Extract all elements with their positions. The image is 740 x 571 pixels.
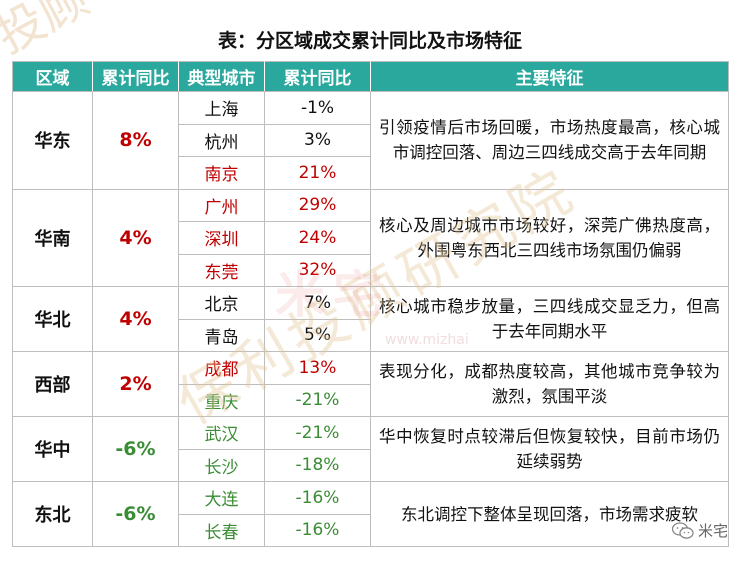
city-yoy: -1% bbox=[264, 91, 370, 124]
city-name: 重庆 bbox=[178, 383, 264, 416]
header-region: 区域 bbox=[12, 61, 92, 91]
city-name: 广州 bbox=[178, 188, 264, 221]
city-yoy: -18% bbox=[264, 448, 370, 481]
region-yoy: -6% bbox=[92, 481, 178, 546]
region-name: 华中 bbox=[12, 416, 92, 481]
region-feature: 东北调控下整体呈现回落，市场需求疲软 bbox=[370, 481, 728, 546]
city-name: 长沙 bbox=[178, 448, 264, 481]
region-yoy: 8% bbox=[92, 91, 178, 189]
city-name: 上海 bbox=[178, 91, 264, 124]
city-yoy: -21% bbox=[264, 383, 370, 416]
region-name: 东北 bbox=[12, 481, 92, 546]
city-yoy: 24% bbox=[264, 221, 370, 254]
region-yoy: 2% bbox=[92, 351, 178, 416]
city-name: 南京 bbox=[178, 156, 264, 189]
header-city: 典型城市 bbox=[178, 61, 264, 91]
city-name: 青岛 bbox=[178, 318, 264, 351]
city-yoy: 29% bbox=[264, 188, 370, 221]
city-yoy: 5% bbox=[264, 318, 370, 351]
header-city-yoy: 累计同比 bbox=[264, 61, 370, 91]
region-feature: 核心城市稳步放量，三四线成交显乏力，但高于去年同期水平 bbox=[370, 286, 728, 351]
city-yoy: -16% bbox=[264, 513, 370, 546]
city-name: 大连 bbox=[178, 481, 264, 514]
city-name: 东莞 bbox=[178, 253, 264, 286]
wechat-icon bbox=[671, 521, 694, 539]
city-yoy: 13% bbox=[264, 351, 370, 384]
region-feature: 表现分化，成都热度较高，其他城市竞争较为激烈，氛围平淡 bbox=[370, 351, 728, 416]
region-yoy: 4% bbox=[92, 286, 178, 351]
city-yoy: -21% bbox=[264, 416, 370, 449]
region-feature: 华中恢复时点较滞后但恢复较快，目前市场仍延续弱势 bbox=[370, 416, 728, 481]
region-name: 华东 bbox=[12, 91, 92, 189]
region-yoy: -6% bbox=[92, 416, 178, 481]
wechat-badge: 米宅 bbox=[671, 520, 728, 541]
table-title: 表：分区域成交累计同比及市场特征 bbox=[217, 30, 522, 52]
header-features: 主要特征 bbox=[370, 61, 728, 91]
city-name: 深圳 bbox=[178, 221, 264, 254]
city-yoy: -16% bbox=[264, 481, 370, 514]
city-name: 成都 bbox=[178, 351, 264, 384]
city-name: 杭州 bbox=[178, 123, 264, 156]
wechat-label: 米宅 bbox=[697, 522, 728, 540]
region-name: 华南 bbox=[12, 188, 92, 286]
header-region-yoy: 累计同比 bbox=[92, 61, 178, 91]
region-yoy: 4% bbox=[92, 188, 178, 286]
city-yoy: 3% bbox=[264, 123, 370, 156]
region-feature: 引领疫情后市场回暖，市场热度最高，核心城市调控回落、周边三四线成交高于去年同期 bbox=[370, 91, 728, 189]
city-name: 武汉 bbox=[178, 416, 264, 449]
city-yoy: 21% bbox=[264, 156, 370, 189]
data-table: 区域 累计同比 典型城市 累计同比 主要特征 华东 8% 上海 -1% 杭州 3… bbox=[12, 61, 729, 547]
city-yoy: 32% bbox=[264, 253, 370, 286]
region-feature: 核心及周边城市市场较好，深莞广佛热度高，外围粤东西北三四线市场氛围仍偏弱 bbox=[370, 188, 728, 286]
city-name: 北京 bbox=[178, 286, 264, 319]
city-yoy: 7% bbox=[264, 286, 370, 319]
city-name: 长春 bbox=[178, 513, 264, 546]
region-name: 华北 bbox=[12, 286, 92, 351]
region-name: 西部 bbox=[12, 351, 92, 416]
